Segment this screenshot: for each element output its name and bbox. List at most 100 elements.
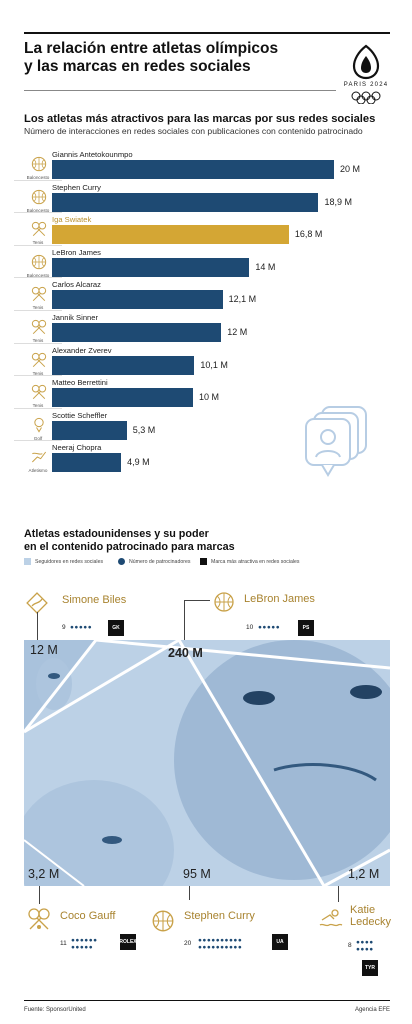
leader-line-curry [189, 886, 190, 900]
sport-label-alexander-zverev: Tenis [32, 370, 44, 376]
tennis-icon [28, 908, 50, 930]
athlete-label-neeraj-chopra: Neeraj Chopra [52, 443, 102, 453]
brand-logo-tyr: TYR [362, 960, 378, 976]
athlete-label-scottie-scheffler: Scottie Scheffler [52, 410, 108, 420]
sport-icon-iga-swiatek [28, 219, 50, 239]
athlete-label-alexander-zverev: Alexander Zverev [52, 345, 112, 355]
brand-logo-gk: GK [108, 620, 124, 636]
athlete-label-jannik-sinner: Jannik Sinner [52, 313, 99, 322]
bar-stephen-curry [52, 192, 319, 212]
athlete-label-iga-swiatek: Iga Swiatek [52, 215, 92, 225]
leader-line-biles [37, 612, 38, 640]
legend-followers: Seguidores en redes sociales [24, 558, 103, 565]
legend-brand: Marca más atractiva en redes sociales [200, 558, 300, 565]
sport-label-jannik-sinner: Tenis [32, 338, 44, 343]
followers-katie-ledecky: 1,2 M [348, 867, 380, 881]
paris-2024-logo: PARIS 2024 [340, 42, 392, 105]
page-title: La relación entre atletas olímpicos y la… [24, 40, 324, 76]
title-rule [24, 90, 336, 91]
footer-source: Fuente: SponsorUnited [24, 1007, 86, 1013]
row-separator [14, 277, 62, 279]
title-line-1: La relación entre atletas olímpicos [24, 40, 279, 57]
athlete-name-katie: Katie [350, 904, 376, 916]
title-line-2: y las marcas en redes sociales [24, 58, 251, 75]
section2-title-line-2: en el contenido patrocinado para marcas [24, 541, 235, 553]
leader-line-lebron [184, 600, 185, 640]
followers-lebron-james: 240 M [168, 646, 203, 660]
followers-coco-gauff: 3,2 M [28, 867, 60, 881]
sport-icon-giannis-antetokounmpo [28, 154, 50, 174]
bar-matteo-berrettini [52, 388, 193, 408]
sport-icon-stephen-curry [28, 187, 50, 207]
sponsor-dots-coco-gauff: ●●●●●● ●●●●● [71, 937, 98, 951]
logo-text: PARIS 2024 [343, 82, 389, 88]
sponsor-dots-katie-ledecky: ●●●● ●●●● [356, 939, 374, 953]
value-label-matteo-berrettini: 10 M [199, 392, 220, 403]
sponsor-dots-lebron-james: ●●●●● [258, 624, 281, 631]
brand-logo-rolex: ROLEX [119, 934, 137, 950]
row-separator [14, 212, 62, 214]
sport-label-stephen-curry: Baloncesto [26, 207, 50, 213]
followers-stephen-curry: 95 M [183, 867, 211, 881]
legend-sponsors: Número de patrocinadores [118, 558, 190, 565]
value-label-neeraj-chopra: 4,9 M [127, 457, 150, 468]
basketball-icon-curry [152, 910, 174, 932]
sponsor-count-simone-biles: 9 [62, 624, 66, 631]
athlete-name-coco-gauff: Coco Gauff [60, 910, 116, 922]
value-label-carlos-alcaraz: 12,1 M [228, 294, 257, 305]
sponsor-dots-stephen-curry: ●●●●●●●●●● ●●●●●●●●●● [198, 937, 243, 951]
sponsor-count-stephen-curry: 20 [184, 940, 192, 947]
sponsor-count-katie-ledecky: 8 [348, 942, 352, 949]
athlete-label-giannis-antetokounmpo: Giannis Antetokounmpo [52, 150, 133, 159]
sponsor-count-lebron-james: 10 [246, 624, 254, 631]
row-separator [14, 342, 62, 344]
leader-line-lebron-h [184, 600, 210, 601]
legend-label-followers: Seguidores en redes sociales [35, 558, 104, 565]
athlete-name-ledecky: Ledecky [350, 916, 391, 928]
sport-label-matteo-berrettini: Tenis [32, 403, 44, 409]
sponsor-dots-simone-biles: ●●●●● [70, 624, 93, 631]
footer-rule [24, 1000, 390, 1001]
bar-scottie-scheffler [52, 420, 127, 440]
sport-icon-jannik-sinner [28, 317, 50, 337]
athlete-label-lebron-james: LeBron James [52, 247, 101, 257]
athlete-label-carlos-alcaraz: Carlos Alcaraz [52, 280, 101, 290]
bar-iga-swiatek [52, 225, 289, 245]
legend-swatch-followers [24, 558, 31, 565]
sport-icon-matteo-berrettini [28, 382, 50, 402]
row-separator [14, 407, 62, 409]
swimming-icon [319, 909, 343, 927]
value-label-stephen-curry: 18,9 M [324, 196, 352, 207]
athlete-name-stephen-curry: Stephen Curry [184, 910, 255, 922]
brand-logo-under-armour: UA [272, 934, 288, 950]
sport-icon-lebron-james [28, 252, 50, 272]
row-separator [14, 310, 62, 311]
value-label-giannis-antetokounmpo: 20 M [340, 164, 361, 174]
social-profile-icon [300, 405, 370, 485]
athlete-name-katie-ledecky: Katie Ledecky [350, 904, 391, 928]
leader-line-gauff [39, 886, 40, 904]
sport-icon-scottie-scheffler [28, 415, 50, 435]
value-label-scottie-scheffler: 5,3 M [132, 424, 156, 435]
athlete-label-matteo-berrettini: Matteo Berrettini [52, 378, 108, 388]
gymnastics-icon [26, 592, 48, 614]
athletes-photo-collage [24, 640, 390, 886]
sport-label-carlos-alcaraz: Tenis [32, 305, 44, 311]
bar-chart-subtitle: Número de interacciones en redes sociale… [24, 126, 363, 136]
paris-flame-icon [351, 44, 381, 105]
row-separator [14, 179, 62, 181]
sport-icon-carlos-alcaraz [28, 284, 50, 304]
value-label-lebron-james: 14 M [255, 261, 276, 272]
bar-jannik-sinner [52, 323, 222, 342]
sport-icon-neeraj-chopra [28, 447, 50, 467]
sport-icon-alexander-zverev [28, 350, 50, 370]
bar-giannis-antetokounmpo [52, 160, 334, 179]
bar-neeraj-chopra [52, 453, 122, 473]
sport-label-lebron-james: Baloncesto [26, 272, 50, 278]
value-label-iga-swiatek: 16,8 M [294, 229, 323, 240]
legend-swatch-brand [200, 558, 207, 565]
section2-title-line-1: Atletas estadounidenses y su poder [24, 528, 209, 540]
sport-label-neeraj-chopra: Atletismo [28, 468, 48, 474]
row-separator [14, 440, 62, 442]
followers-simone-biles: 12 M [30, 643, 58, 657]
